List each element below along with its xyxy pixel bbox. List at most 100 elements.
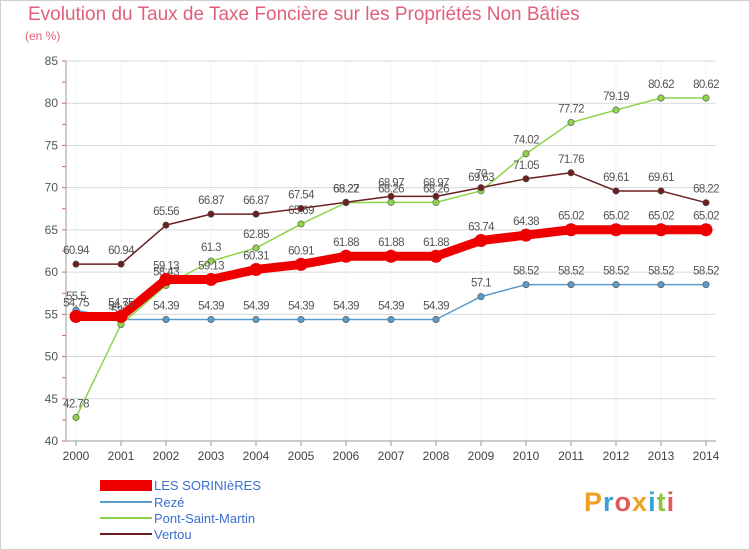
data-point <box>114 309 128 323</box>
logo-letter: i <box>648 487 657 517</box>
y-tick-label: 65 <box>45 223 59 237</box>
data-point <box>159 272 173 286</box>
data-label: 68.26 <box>378 183 404 195</box>
data-point <box>702 94 710 102</box>
chart-title: Evolution du Taux de Taxe Foncière sur l… <box>28 4 580 25</box>
legend-label: LES SORINIèRES <box>154 477 261 493</box>
x-tick-label: 2012 <box>603 449 630 463</box>
data-point <box>72 414 80 422</box>
legend-label: Rezé <box>154 494 185 510</box>
data-label: 54.39 <box>378 300 404 312</box>
data-point <box>249 262 263 276</box>
x-tick-label: 2006 <box>333 449 360 463</box>
data-point <box>654 223 668 237</box>
legend-label: Vertou <box>154 526 192 542</box>
legend-swatch <box>100 533 152 535</box>
data-point <box>297 220 305 228</box>
x-tick-label: 2005 <box>288 449 315 463</box>
y-tick-label: 50 <box>45 350 59 364</box>
data-point <box>252 210 260 218</box>
data-point <box>567 118 575 126</box>
data-point <box>207 210 215 218</box>
data-label: 58.52 <box>693 266 719 278</box>
data-label: 57.1 <box>471 278 491 290</box>
y-tick-label: 45 <box>45 392 59 406</box>
data-label: 54.75 <box>108 297 134 309</box>
data-point <box>297 315 305 323</box>
data-point <box>297 204 305 212</box>
data-point <box>522 150 530 158</box>
data-label: 68.97 <box>423 177 449 189</box>
data-label: 54.39 <box>333 300 359 312</box>
y-tick-label: 85 <box>45 54 59 68</box>
data-label: 60.94 <box>108 245 135 257</box>
y-tick-label: 80 <box>45 96 59 110</box>
data-point <box>612 187 620 195</box>
data-point <box>657 281 665 289</box>
data-label: 58.52 <box>603 266 629 278</box>
data-label: 65.56 <box>153 206 179 218</box>
x-tick-label: 2000 <box>63 449 90 463</box>
data-point <box>204 272 218 286</box>
y-axis-unit: (en %) <box>25 29 61 43</box>
data-point <box>519 228 533 242</box>
data-point <box>387 192 395 200</box>
data-label: 69.61 <box>648 172 674 184</box>
x-tick-label: 2004 <box>243 449 270 463</box>
data-label: 54.39 <box>288 300 314 312</box>
data-point <box>387 315 395 323</box>
data-point <box>294 257 308 271</box>
data-point <box>162 315 170 323</box>
x-tick-label: 2009 <box>468 449 495 463</box>
logo-letter: t <box>656 487 667 517</box>
data-label: 74.02 <box>513 135 539 147</box>
data-label: 65.02 <box>693 211 719 223</box>
x-tick-label: 2014 <box>693 449 720 463</box>
data-label: 42.78 <box>63 399 89 411</box>
data-point <box>522 175 530 183</box>
data-point <box>384 249 398 263</box>
data-label: 54.39 <box>243 300 269 312</box>
legend-label: Pont-Saint-Martin <box>154 510 256 526</box>
legend-item: Rezé <box>100 494 184 510</box>
data-point <box>432 192 440 200</box>
data-point <box>567 281 575 289</box>
data-point <box>339 249 353 263</box>
data-point <box>474 234 488 248</box>
y-tick-label: 55 <box>45 307 59 321</box>
data-label: 70 <box>475 169 487 181</box>
data-label: 68.27 <box>333 183 359 195</box>
y-tick-label: 40 <box>45 434 59 448</box>
data-label: 61.3 <box>201 242 221 254</box>
logo-letter: i <box>666 487 676 517</box>
data-label: 71.05 <box>513 160 539 172</box>
data-point <box>657 187 665 195</box>
legend-swatch <box>100 479 152 491</box>
x-tick-label: 2010 <box>513 449 540 463</box>
data-label: 65.02 <box>558 211 584 223</box>
data-point <box>69 309 83 323</box>
data-label: 68.22 <box>693 184 719 196</box>
logo-letter: P <box>584 487 604 517</box>
data-point <box>477 184 485 192</box>
data-label: 77.72 <box>558 103 584 115</box>
data-point <box>72 260 80 268</box>
data-label: 68.26 <box>423 183 449 195</box>
data-label: 68.22 <box>333 184 359 196</box>
data-label: 58.52 <box>513 266 539 278</box>
data-label: 54.75 <box>63 297 89 309</box>
data-label: 80.62 <box>693 79 719 91</box>
data-point <box>612 106 620 114</box>
data-point <box>252 315 260 323</box>
data-label: 67.54 <box>288 189 315 201</box>
data-point <box>252 244 260 252</box>
data-point <box>207 257 215 265</box>
data-label: 69.63 <box>468 172 494 184</box>
x-tick-label: 2003 <box>198 449 225 463</box>
y-tick-label: 75 <box>45 138 59 152</box>
series-les-sorini-res: 54.75 54.75 59.13 59.13 60.31 60.91 61.88 61.88… <box>63 211 720 323</box>
y-tick-label: 70 <box>45 181 59 195</box>
legend-item: Pont-Saint-Martin <box>100 510 255 526</box>
series-vertou: 60.94 60.94 65.56 66.87 66.87 67.54 68.27 68.97… <box>63 154 720 268</box>
